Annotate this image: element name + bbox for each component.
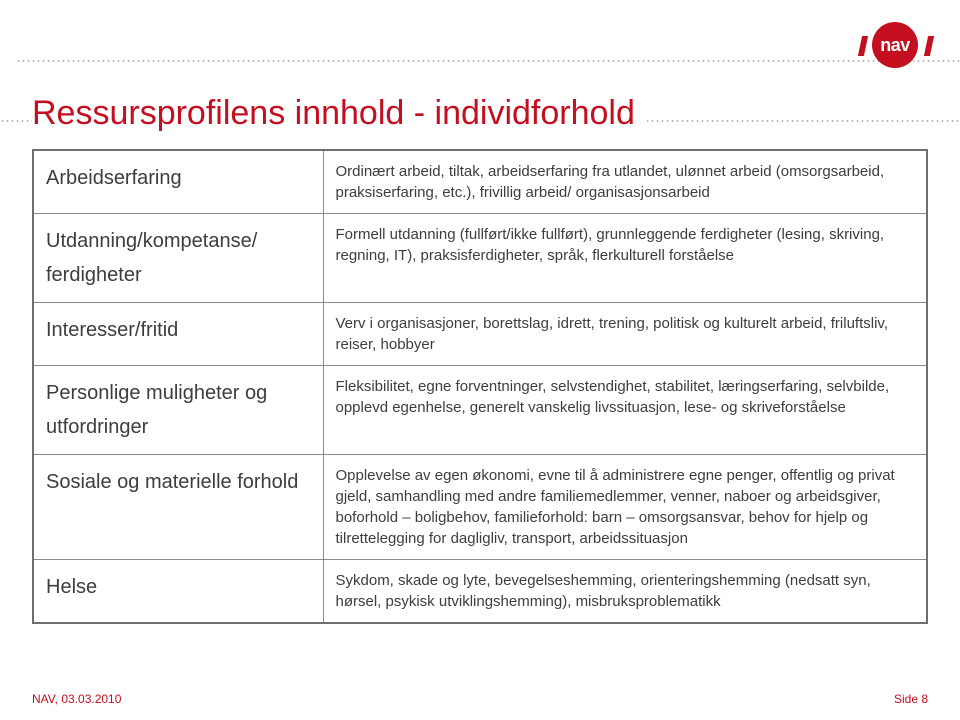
table-row: Helse Sykdom, skade og lyte, bevegelsesh… <box>33 560 927 624</box>
logo-circle-icon: nav <box>872 22 918 68</box>
description-cell: Opplevelse av egen økonomi, evne til å a… <box>323 455 927 560</box>
header: nav <box>0 0 960 70</box>
category-cell: Helse <box>33 560 323 624</box>
category-cell: Interesser/fritid <box>33 303 323 366</box>
category-cell: Utdanning/kompetanse/ ferdigheter <box>33 214 323 303</box>
content-area: Arbeidserfaring Ordinært arbeid, tiltak,… <box>0 141 960 624</box>
footer-right: Side 8 <box>894 692 928 706</box>
category-cell: Arbeidserfaring <box>33 150 323 214</box>
profile-table-body: Arbeidserfaring Ordinært arbeid, tiltak,… <box>33 150 927 623</box>
dotted-rule-top <box>16 60 960 62</box>
footer-left: NAV, 03.03.2010 <box>32 692 121 706</box>
description-cell: Formell utdanning (fullført/ikke fullfør… <box>323 214 927 303</box>
logo-slash-right-icon <box>924 36 934 56</box>
category-cell: Personlige muligheter og utfordringer <box>33 366 323 455</box>
footer: NAV, 03.03.2010 Side 8 <box>32 692 928 706</box>
table-row: Personlige muligheter og utfordringer Fl… <box>33 366 927 455</box>
table-row: Arbeidserfaring Ordinært arbeid, tiltak,… <box>33 150 927 214</box>
logo-text: nav <box>880 35 910 56</box>
table-row: Utdanning/kompetanse/ ferdigheter Formel… <box>33 214 927 303</box>
description-cell: Ordinært arbeid, tiltak, arbeidserfaring… <box>323 150 927 214</box>
category-cell: Sosiale og materielle forhold <box>33 455 323 560</box>
description-cell: Sykdom, skade og lyte, bevegelseshemming… <box>323 560 927 624</box>
logo-slash-left-icon <box>858 36 868 56</box>
page-title: Ressursprofilens innhold - individforhol… <box>32 94 647 133</box>
table-row: Sosiale og materielle forhold Opplevelse… <box>33 455 927 560</box>
profile-table: Arbeidserfaring Ordinært arbeid, tiltak,… <box>32 149 928 624</box>
title-area: Ressursprofilens innhold - individforhol… <box>0 70 960 141</box>
table-row: Interesser/fritid Verv i organisasjoner,… <box>33 303 927 366</box>
description-cell: Fleksibilitet, egne forventninger, selvs… <box>323 366 927 455</box>
nav-logo: nav <box>858 24 938 66</box>
description-cell: Verv i organisasjoner, borettslag, idret… <box>323 303 927 366</box>
